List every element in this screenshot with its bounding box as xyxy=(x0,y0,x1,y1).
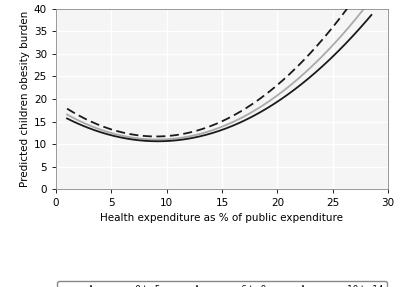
Y-axis label: Predicted children obesity burden: Predicted children obesity burden xyxy=(20,11,30,187)
X-axis label: Health expenditure as % of public expenditure: Health expenditure as % of public expend… xyxy=(100,213,344,223)
Legend: Age group 0 to 5, Age group 6 to 9, Age group 10 to 14: Age group 0 to 5, Age group 6 to 9, Age … xyxy=(57,281,387,287)
